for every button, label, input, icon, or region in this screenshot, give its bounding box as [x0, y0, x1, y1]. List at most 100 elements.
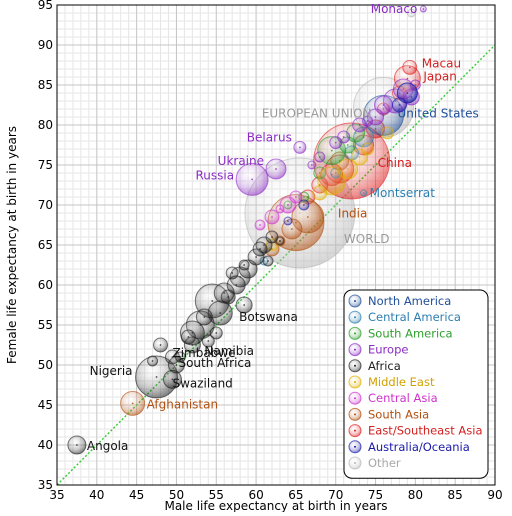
bubble-center-dot [243, 304, 246, 306]
plot-frame [56, 4, 496, 486]
bubble-center-dot [398, 104, 401, 106]
y-axis-title: Female life expectancy at birth in years [5, 126, 19, 364]
bubble-center-dot [295, 196, 297, 198]
bubble-center-dot [279, 208, 281, 210]
bubble-center-dot [374, 116, 377, 118]
bubble-center-dot [131, 402, 134, 405]
legend-label-africa: Africa [368, 359, 401, 373]
bubble-center-dot [386, 132, 389, 134]
bubble-center-dot [259, 248, 261, 250]
legend-marker-dot [354, 316, 356, 319]
bubble-center-dot [408, 66, 411, 69]
y-tick-label: 85 [38, 78, 53, 92]
label-russia: Russia [195, 168, 234, 182]
x-tick-label: 90 [487, 488, 502, 502]
y-tick-label: 40 [38, 438, 53, 452]
legend-marker-dot [354, 429, 356, 432]
y-tick-label: 50 [38, 358, 53, 372]
legend-label-middle-east: Middle East [368, 375, 435, 389]
legend-label-south-america: South America [368, 326, 453, 340]
bubble-center-dot [171, 378, 174, 381]
bubble-center-dot [287, 220, 289, 222]
legend-marker-dot [354, 332, 356, 335]
y-tick-label: 65 [38, 238, 53, 252]
x-tick-label: 80 [408, 488, 423, 502]
label-nigeria: Nigeria [90, 364, 133, 378]
y-tick-label: 45 [38, 398, 53, 412]
bubble-center-dot [171, 356, 174, 358]
x-tick-label: 65 [288, 488, 303, 502]
label-angola: Angola [87, 439, 128, 453]
bubble-center-dot [346, 144, 349, 146]
x-tick-label: 55 [209, 488, 224, 502]
bubble-center-dot [346, 168, 349, 170]
bubble-center-dot [302, 204, 305, 206]
bubble-center-dot [179, 356, 182, 358]
axes: 35 40 45 50 55 60 65 70 75 80 85 90 35 40 45 50 55 60 65 70… [5, 0, 503, 513]
bubble-center-dot [243, 264, 246, 266]
legend-marker-dot [354, 462, 356, 464]
bubble-center-dot [251, 178, 254, 181]
legend-marker-dot [354, 300, 356, 302]
bubble-center-dot [291, 228, 293, 230]
bubble-center-dot [414, 84, 417, 86]
legend-label-europe: Europe [368, 343, 408, 357]
legend-marker-dot [354, 397, 356, 400]
diagonal-reference-line [56, 44, 496, 486]
label-belarus: Belarus [247, 130, 292, 144]
bubble-center-dot [330, 180, 333, 182]
legend-marker-dot [354, 348, 356, 351]
legend-marker-dot [354, 364, 356, 367]
x-tick-label: 85 [448, 488, 463, 502]
bubble-center-dot [231, 272, 234, 274]
legend-box [343, 289, 489, 479]
bubble-center-dot [279, 240, 281, 242]
bubble-center-dot [227, 296, 230, 298]
x-tick-label: 35 [49, 488, 64, 502]
bubble-center-dot [215, 332, 218, 334]
bubble-center-dot [175, 364, 178, 366]
bubble-center-dot [235, 284, 238, 286]
y-tick-label: 75 [38, 158, 53, 172]
bubble-center-dot [358, 124, 361, 126]
y-tick-label: 60 [38, 278, 53, 292]
bubble-center-dot [330, 149, 333, 152]
bubble-center-dot [406, 77, 409, 80]
legend-label-australia-oceania: Australia/Oceania [368, 440, 470, 454]
bubble-center-dot [298, 146, 301, 149]
label-world: WORLD [344, 232, 390, 246]
label-south-africa: South Africa [178, 356, 251, 370]
label-botswana: Botswana [239, 310, 298, 324]
label-macau: Macau [422, 56, 461, 70]
x-axis-title: Male life expectancy at birth in years [164, 499, 387, 512]
x-tick-label: 45 [129, 488, 144, 502]
legend-marker-dot [354, 413, 356, 416]
reference-line [56, 44, 496, 486]
bubble-center-dot [318, 156, 321, 158]
bubble-center-dot [310, 164, 313, 166]
x-tick-label: 60 [248, 488, 263, 502]
label-united-states: United States [398, 106, 479, 120]
bubble-center-dot [155, 376, 158, 378]
bubble-center-dot [306, 216, 309, 218]
x-tick-label: 50 [169, 488, 184, 502]
label-montserrat: Montserrat [370, 186, 436, 200]
bubble-center-dot [406, 92, 409, 94]
x-tick-label: 40 [89, 488, 104, 502]
bubble-center-dot [203, 316, 206, 318]
bubble-center-dot [382, 104, 385, 106]
legend-label-south-asia: South Asia [368, 407, 429, 421]
bubble-center-dot [362, 192, 365, 194]
label-swaziland: Swaziland [172, 376, 232, 390]
bubble-center-dot [151, 360, 154, 362]
bubble-center-dot [334, 141, 337, 144]
label-ukraine: Ukraine [218, 154, 264, 168]
bubble-center-dot [302, 196, 305, 198]
bubble-center-dot [255, 256, 257, 258]
legend-marker-dot [354, 445, 356, 448]
y-tick-label: 90 [38, 38, 53, 52]
label-zimbabwe: Zimbabwe [172, 346, 235, 360]
label-monaco: Monaco [371, 2, 418, 16]
bubble-center-dot [211, 300, 214, 302]
